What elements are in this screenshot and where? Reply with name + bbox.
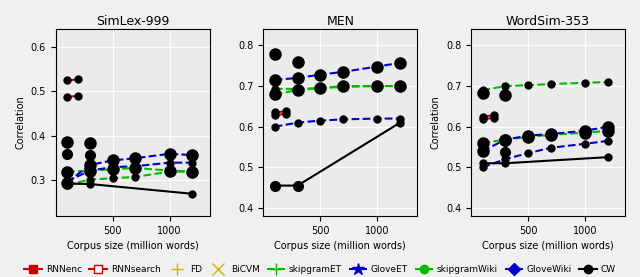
Y-axis label: Correlation: Correlation — [15, 96, 25, 150]
X-axis label: Corpus size (million words): Corpus size (million words) — [482, 241, 614, 251]
Title: WordSim-353: WordSim-353 — [506, 15, 590, 28]
Y-axis label: Correlation: Correlation — [431, 96, 440, 150]
X-axis label: Corpus size (million words): Corpus size (million words) — [67, 241, 198, 251]
X-axis label: Corpus size (million words): Corpus size (million words) — [275, 241, 406, 251]
Title: SimLex-999: SimLex-999 — [96, 15, 169, 28]
Title: MEN: MEN — [326, 15, 355, 28]
Legend: RNNenc, RNNsearch, FD, BiCVM, skipgramET, GloveET, skipgramWiki, GloveWiki, CW: RNNenc, RNNsearch, FD, BiCVM, skipgramET… — [21, 262, 619, 277]
